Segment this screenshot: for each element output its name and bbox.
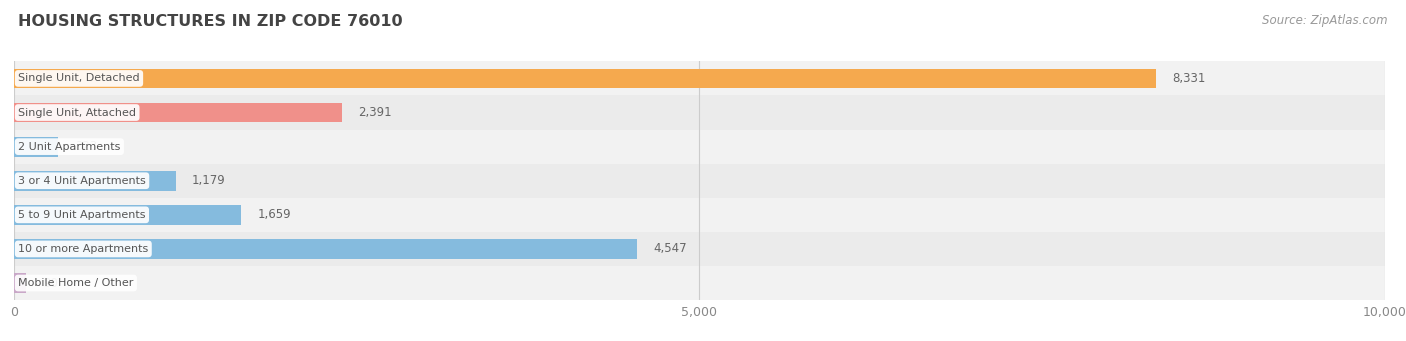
Text: 5 to 9 Unit Apartments: 5 to 9 Unit Apartments <box>18 210 146 220</box>
Bar <box>14 61 1385 95</box>
Bar <box>14 239 637 259</box>
Bar <box>14 137 58 157</box>
Text: 90: 90 <box>42 277 58 290</box>
Bar <box>14 171 176 191</box>
Text: Mobile Home / Other: Mobile Home / Other <box>18 278 134 288</box>
Text: Single Unit, Attached: Single Unit, Attached <box>18 107 136 118</box>
Bar <box>14 103 342 122</box>
Text: 4,547: 4,547 <box>654 242 688 255</box>
Bar <box>14 266 1385 300</box>
Bar <box>14 95 1385 130</box>
Text: 1,659: 1,659 <box>257 208 291 221</box>
Text: Source: ZipAtlas.com: Source: ZipAtlas.com <box>1263 14 1388 27</box>
Text: 8,331: 8,331 <box>1173 72 1206 85</box>
Bar <box>14 232 1385 266</box>
Text: 323: 323 <box>75 140 97 153</box>
Text: 2 Unit Apartments: 2 Unit Apartments <box>18 142 121 152</box>
Text: HOUSING STRUCTURES IN ZIP CODE 76010: HOUSING STRUCTURES IN ZIP CODE 76010 <box>18 14 404 29</box>
Bar <box>14 69 1156 88</box>
Bar <box>14 130 1385 164</box>
Bar <box>14 198 1385 232</box>
Bar <box>14 205 242 225</box>
Text: 10 or more Apartments: 10 or more Apartments <box>18 244 149 254</box>
Bar <box>14 273 27 293</box>
Text: 1,179: 1,179 <box>193 174 226 187</box>
Text: 2,391: 2,391 <box>359 106 392 119</box>
Text: 3 or 4 Unit Apartments: 3 or 4 Unit Apartments <box>18 176 146 186</box>
Text: Single Unit, Detached: Single Unit, Detached <box>18 73 139 84</box>
Bar <box>14 164 1385 198</box>
